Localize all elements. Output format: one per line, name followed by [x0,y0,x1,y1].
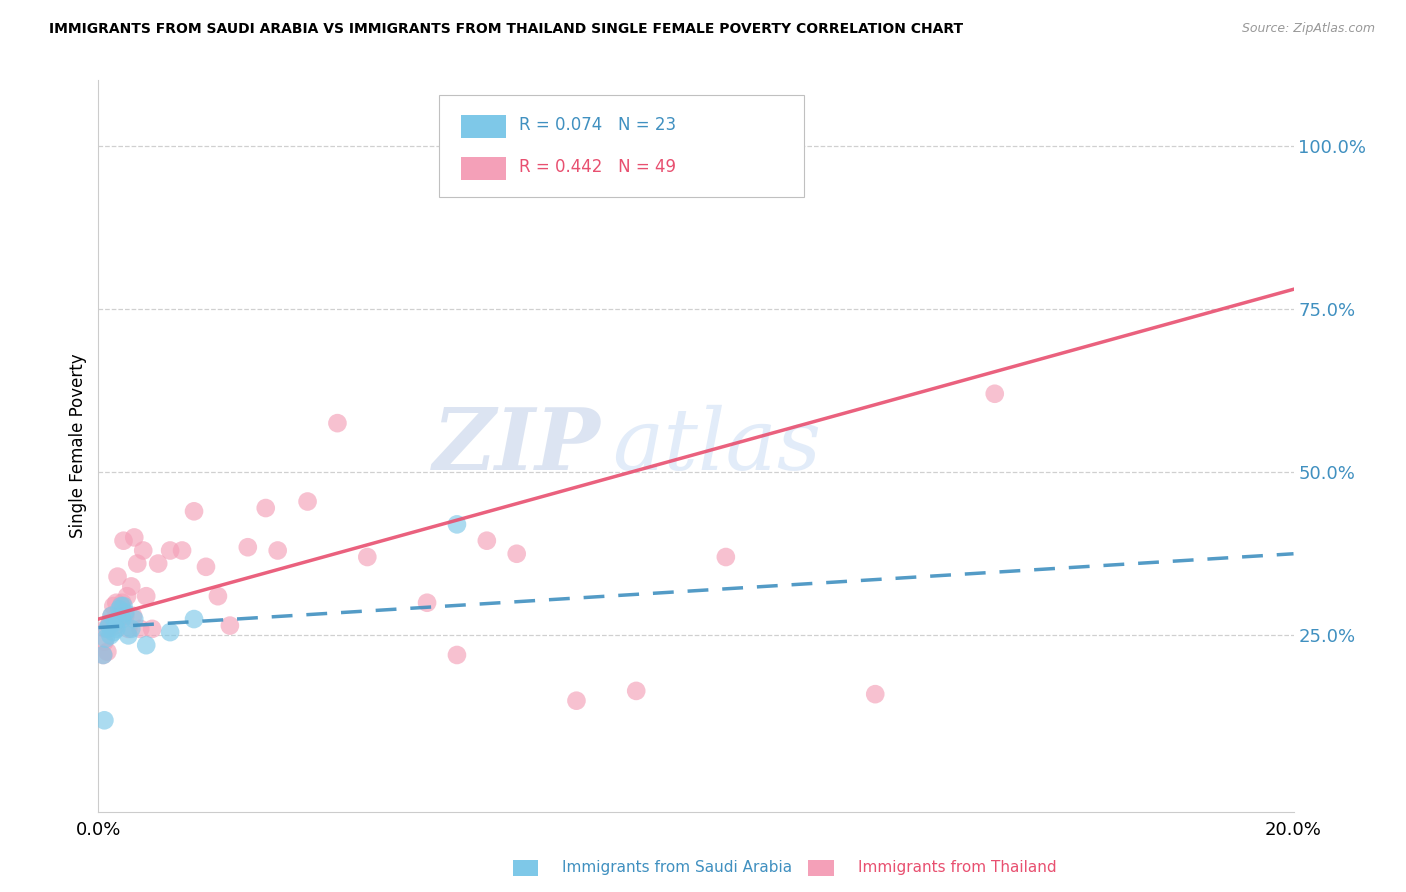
Point [207,589,229,603]
Point [110,599,132,613]
Point [100,608,122,623]
Point [103,625,125,640]
Text: IMMIGRANTS FROM SAUDI ARABIA VS IMMIGRANTS FROM THAILAND SINGLE FEMALE POVERTY C: IMMIGRANTS FROM SAUDI ARABIA VS IMMIGRAN… [49,22,963,37]
Point [446,517,468,532]
Point [195,559,218,574]
Point [127,557,149,571]
Point [96,622,118,636]
Point [865,687,887,701]
Point [100,628,122,642]
Point [129,622,152,636]
Text: Source: ZipAtlas.com: Source: ZipAtlas.com [1241,22,1375,36]
Point [112,533,135,548]
Y-axis label: Single Female Poverty: Single Female Poverty [69,354,87,538]
Point [135,589,157,603]
Bar [461,157,506,180]
Text: Immigrants from Thailand: Immigrants from Thailand [858,860,1056,874]
Point [416,596,439,610]
Point [98,618,121,632]
Point [267,543,290,558]
Text: R = 0.074   N = 23: R = 0.074 N = 23 [519,116,676,134]
Point [91,648,114,662]
Point [135,638,157,652]
Point [183,504,205,518]
Point [111,612,134,626]
Point [219,618,242,632]
Text: ZIP: ZIP [433,404,600,488]
Text: atlas: atlas [613,405,821,487]
Point [93,714,115,728]
Point [114,608,136,623]
Point [159,625,181,640]
Point [236,540,259,554]
Point [183,612,205,626]
Point [114,606,136,620]
Point [117,628,139,642]
Point [110,599,132,613]
Point [124,612,146,626]
Point [115,589,138,603]
Point [105,596,128,610]
Point [984,386,1007,401]
Point [148,557,170,571]
Point [108,602,131,616]
Point [122,608,145,623]
Point [506,547,529,561]
Point [117,622,139,636]
Point [93,635,115,649]
Point [714,549,737,564]
Point [107,569,129,583]
Point [100,608,122,623]
Point [565,694,588,708]
Point [297,494,319,508]
Point [626,684,648,698]
Point [326,416,349,430]
Bar [461,115,506,138]
Point [91,648,114,662]
Text: R = 0.442   N = 49: R = 0.442 N = 49 [519,158,676,177]
Point [124,530,146,544]
Point [98,618,121,632]
Point [356,549,378,564]
Point [100,615,122,630]
Point [475,533,498,548]
Point [94,622,117,636]
Point [254,501,277,516]
Point [112,599,135,613]
Point [111,596,134,610]
Point [104,618,127,632]
Point [105,622,128,636]
Point [96,645,118,659]
Point [446,648,468,662]
Point [120,579,142,593]
Point [104,615,127,630]
Point [107,612,129,626]
Point [94,632,117,646]
Point [141,622,163,636]
Point [172,543,194,558]
FancyBboxPatch shape [439,95,804,197]
Point [120,622,142,636]
Point [159,543,181,558]
Point [132,543,155,558]
Point [103,599,125,613]
Text: Immigrants from Saudi Arabia: Immigrants from Saudi Arabia [562,860,793,874]
Point [108,612,131,626]
